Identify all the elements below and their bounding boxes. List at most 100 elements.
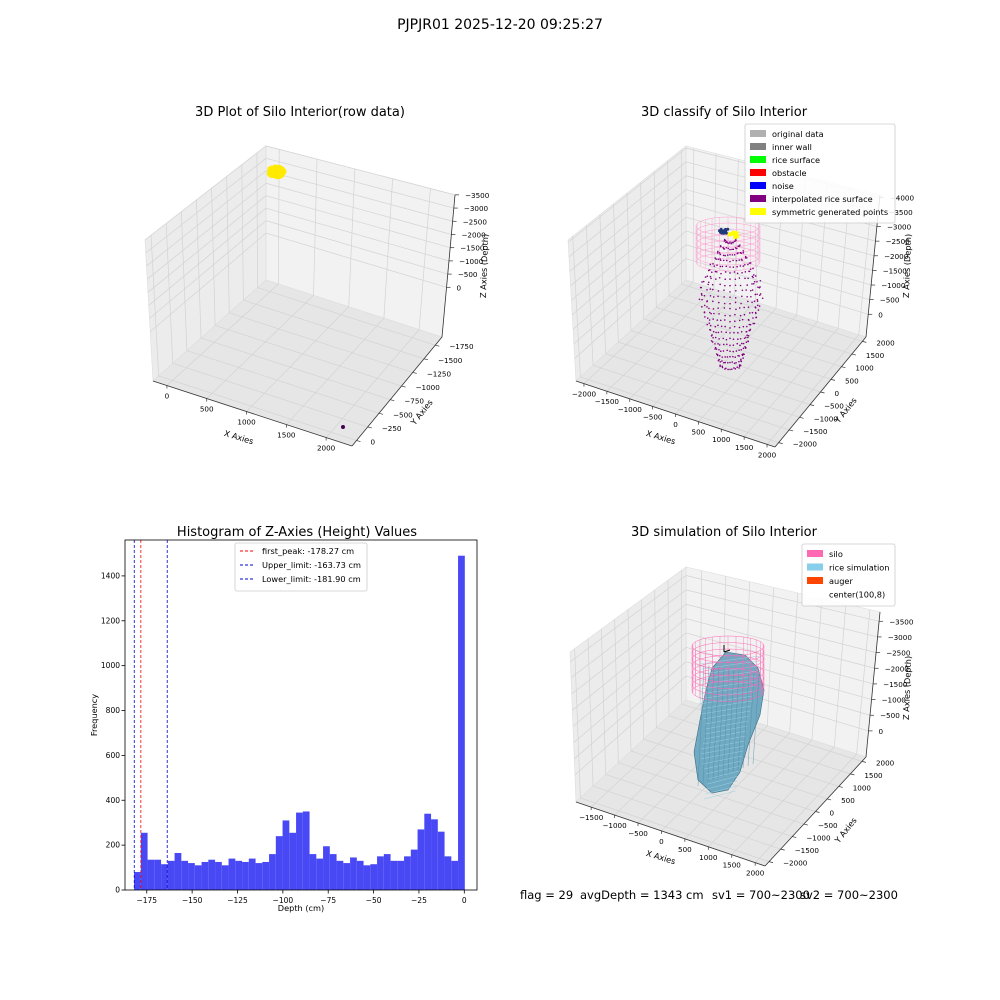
interpolated-point <box>748 329 750 332</box>
interpolated-point <box>726 242 729 244</box>
y-tick <box>841 366 846 369</box>
y-tick-label: 200 <box>106 841 121 850</box>
interpolated-point <box>735 247 738 250</box>
y-tick-label: −1750 <box>449 342 474 351</box>
rice-mesh-line <box>701 680 756 690</box>
z-tick-label: −1500 <box>460 244 485 253</box>
interpolated-point <box>729 278 731 280</box>
classify-legend-swatch <box>750 156 766 163</box>
interpolated-point <box>712 263 714 265</box>
x-gridline <box>383 178 393 319</box>
rice-mesh-line <box>707 770 740 780</box>
histogram-bar <box>316 858 324 890</box>
z-tick-label: −3000 <box>464 204 489 213</box>
rice-mesh-line <box>705 785 737 795</box>
z-gridline <box>574 675 687 776</box>
interpolated-point <box>712 300 714 303</box>
interpolated-point <box>714 348 716 350</box>
interpolated-point <box>719 364 721 367</box>
interpolated-point <box>722 259 725 262</box>
histogram-bar <box>356 860 364 890</box>
y-gridline <box>587 638 594 787</box>
interpolated-point <box>733 320 736 323</box>
interpolated-point <box>752 267 754 270</box>
rice-mesh-line <box>747 673 755 767</box>
histogram-bar <box>390 860 398 890</box>
rice-mesh-line <box>732 670 740 773</box>
interpolated-point <box>712 318 714 320</box>
z-gridline <box>685 632 874 685</box>
y-gridline <box>585 225 594 366</box>
z-gridline <box>574 258 687 359</box>
interpolated-point <box>754 306 757 309</box>
raw-data-point <box>279 165 283 169</box>
z-tick-label: −2500 <box>886 649 911 658</box>
interpolated-point <box>737 331 739 334</box>
z-gridline <box>145 158 267 254</box>
simulation-legend-label: center(100,8) <box>829 590 885 600</box>
y-gridline <box>574 648 581 798</box>
interpolated-point <box>743 353 745 356</box>
simulation-legend-swatch <box>807 550 823 557</box>
z-tick-label: 0 <box>457 283 462 292</box>
interpolated-point <box>719 253 722 256</box>
z-gridline <box>685 216 873 271</box>
interpolated-point <box>718 354 721 357</box>
interpolated-point <box>713 265 716 267</box>
interpolated-point <box>740 342 743 345</box>
histogram-bar <box>329 854 337 890</box>
y-gridline <box>215 325 402 387</box>
interpolated-point <box>723 289 725 291</box>
interpolated-point <box>758 294 761 296</box>
interpolated-point <box>700 292 703 295</box>
y-gridline <box>186 350 380 414</box>
interpolated-point <box>732 266 735 268</box>
interpolated-point <box>750 295 752 298</box>
interpolated-point <box>719 361 722 363</box>
classify-legend-label: interpolated rice surface <box>772 194 873 204</box>
interpolated-point <box>732 344 735 347</box>
interpolated-point <box>717 301 720 304</box>
x-tick-label: 1500 <box>735 443 754 452</box>
chart-title: Histogram of Z-Axies (Height) Values <box>177 525 417 540</box>
z-axis-line <box>865 611 881 758</box>
interpolated-point <box>752 283 755 285</box>
interpolated-point <box>736 265 738 268</box>
z-tick-label: −2000 <box>461 230 486 239</box>
interpolated-point <box>729 350 731 353</box>
classify-legend-label: symmetric generated points <box>772 207 888 217</box>
raw-outlier-point <box>341 425 345 429</box>
y-gridline <box>172 362 368 428</box>
interpolated-point <box>742 265 745 267</box>
y-tick-label: 800 <box>106 706 121 715</box>
interpolated-point <box>741 272 743 274</box>
interpolated-point <box>739 337 742 340</box>
histogram-bar <box>194 865 202 890</box>
x-tick-label: −1500 <box>595 397 620 406</box>
interpolated-point <box>732 355 734 358</box>
interpolated-point <box>745 336 747 339</box>
interpolated-point <box>735 289 737 292</box>
interpolated-point <box>707 283 709 286</box>
interpolated-point <box>739 344 741 347</box>
interpolated-point <box>729 332 731 334</box>
y-tick-label: −1000 <box>814 414 839 423</box>
z-gridline <box>573 244 687 345</box>
symmetric-point <box>733 234 737 239</box>
interpolated-point <box>717 258 720 261</box>
interpolated-point <box>724 368 726 370</box>
y-gridline <box>653 171 657 308</box>
interpolated-point <box>724 361 727 364</box>
x-gridline <box>856 609 871 755</box>
interpolated-point <box>753 300 756 302</box>
z-gridline <box>685 618 875 669</box>
interpolated-point <box>723 302 726 305</box>
interpolated-point <box>714 346 717 349</box>
interpolated-point <box>723 343 725 346</box>
y-tick-label: 0 <box>835 389 840 398</box>
z-tick-label: −2000 <box>885 664 910 673</box>
y-tick-label: −1000 <box>416 383 441 392</box>
interpolated-point <box>729 320 731 323</box>
y-tick-label: 500 <box>841 796 855 805</box>
chart-title: 3D Plot of Silo Interior(row data) <box>195 105 405 120</box>
